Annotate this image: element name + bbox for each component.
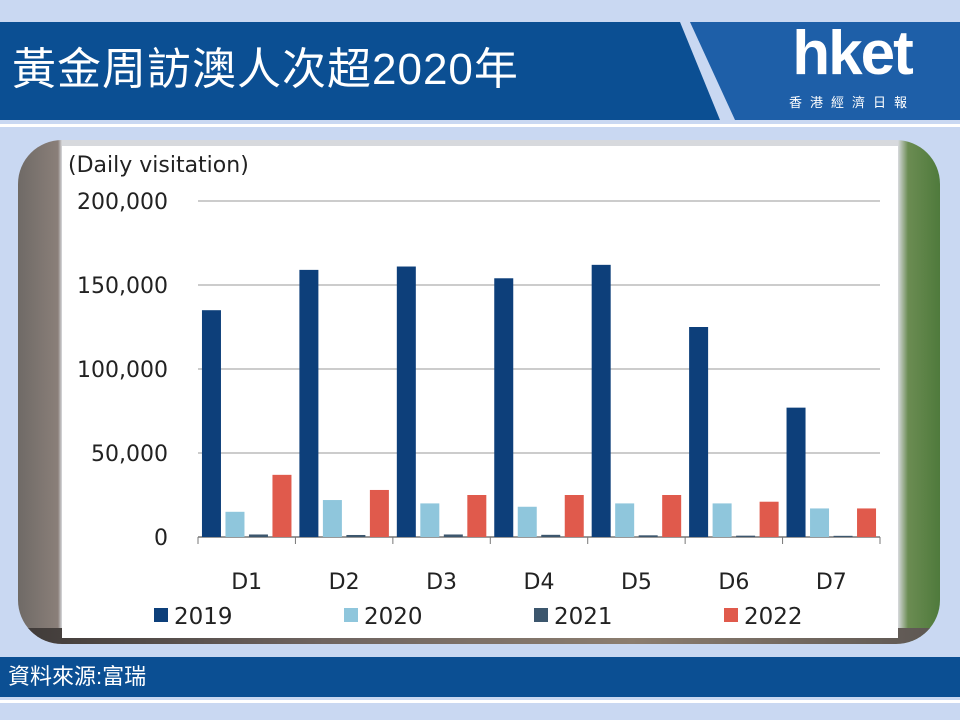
y-tick-label: 0: [154, 526, 168, 551]
header-divider: [0, 124, 960, 127]
footer-divider: [0, 700, 960, 703]
legend-swatch-2022: [724, 608, 738, 622]
bar-2020-D1: [225, 511, 245, 537]
bar-2021-D4: [541, 534, 561, 537]
y-tick-label: 200,000: [77, 190, 168, 215]
bar-2020-D2: [322, 500, 342, 537]
y-axis-title: (Daily visitation): [68, 153, 249, 178]
bar-2022-D2: [369, 489, 389, 537]
bar-2019-D4: [494, 278, 514, 537]
bar-2022-D1: [272, 474, 292, 537]
legend-swatch-2021: [534, 608, 548, 622]
page-title: 黃金周訪澳人次超2020年: [12, 45, 519, 94]
hket-logo: hket: [792, 19, 913, 88]
bar-2019-D2: [299, 269, 319, 537]
bar-2022-D5: [662, 495, 682, 537]
bar-2019-D7: [786, 407, 806, 537]
bar-2020-D3: [420, 503, 440, 537]
bar-2021-D2: [346, 534, 366, 537]
x-tick-label: D2: [329, 570, 360, 595]
bar-2022-D3: [467, 495, 487, 537]
logo-background: [690, 22, 960, 120]
legend-label-2019: 2019: [174, 604, 233, 630]
bar-2019-D3: [396, 266, 416, 537]
bar-chart: (Daily visitation) 0 50,000 100,000 150,000…: [68, 153, 881, 630]
bar-2020-D6: [712, 503, 732, 537]
chart-panel: (Daily visitation) 0 50,000 100,000 150,000…: [62, 146, 898, 638]
legend-label-2021: 2021: [554, 604, 613, 630]
bar-2021-D5: [638, 535, 658, 537]
source-bar: [0, 657, 960, 697]
bar-2022-D7: [857, 508, 877, 537]
y-tick-label: 100,000: [77, 358, 168, 383]
source-label: 資料來源:富瑞: [8, 664, 147, 689]
legend-swatch-2019: [154, 608, 168, 622]
y-tick-label: 50,000: [91, 442, 168, 467]
title-bar: [0, 22, 720, 120]
hket-logo-subtitle: 香港經濟日報: [788, 95, 915, 110]
y-tick-label: 150,000: [77, 274, 168, 299]
bar-2021-D1: [248, 534, 268, 537]
bar-2020-D5: [615, 503, 635, 537]
x-tick-label: D5: [621, 570, 652, 595]
bar-2021-D7: [833, 535, 853, 537]
x-tick-label: D6: [718, 570, 749, 595]
legend-label-2022: 2022: [744, 604, 803, 630]
bar-2019-D1: [201, 310, 221, 537]
bar-2021-D6: [736, 535, 756, 537]
x-tick-label: D7: [816, 570, 847, 595]
x-tick-label: D3: [426, 570, 457, 595]
bar-2020-D7: [810, 508, 830, 537]
legend-label-2020: 2020: [364, 604, 423, 630]
bar-2020-D4: [517, 506, 537, 537]
x-tick-label: D1: [231, 570, 262, 595]
x-tick-label: D4: [524, 570, 555, 595]
bar-2019-D6: [689, 327, 709, 537]
bar-2019-D5: [591, 264, 611, 537]
legend-swatch-2020: [344, 608, 358, 622]
bar-2022-D4: [564, 495, 584, 537]
bar-2022-D6: [759, 501, 779, 537]
bar-2021-D3: [443, 534, 463, 537]
